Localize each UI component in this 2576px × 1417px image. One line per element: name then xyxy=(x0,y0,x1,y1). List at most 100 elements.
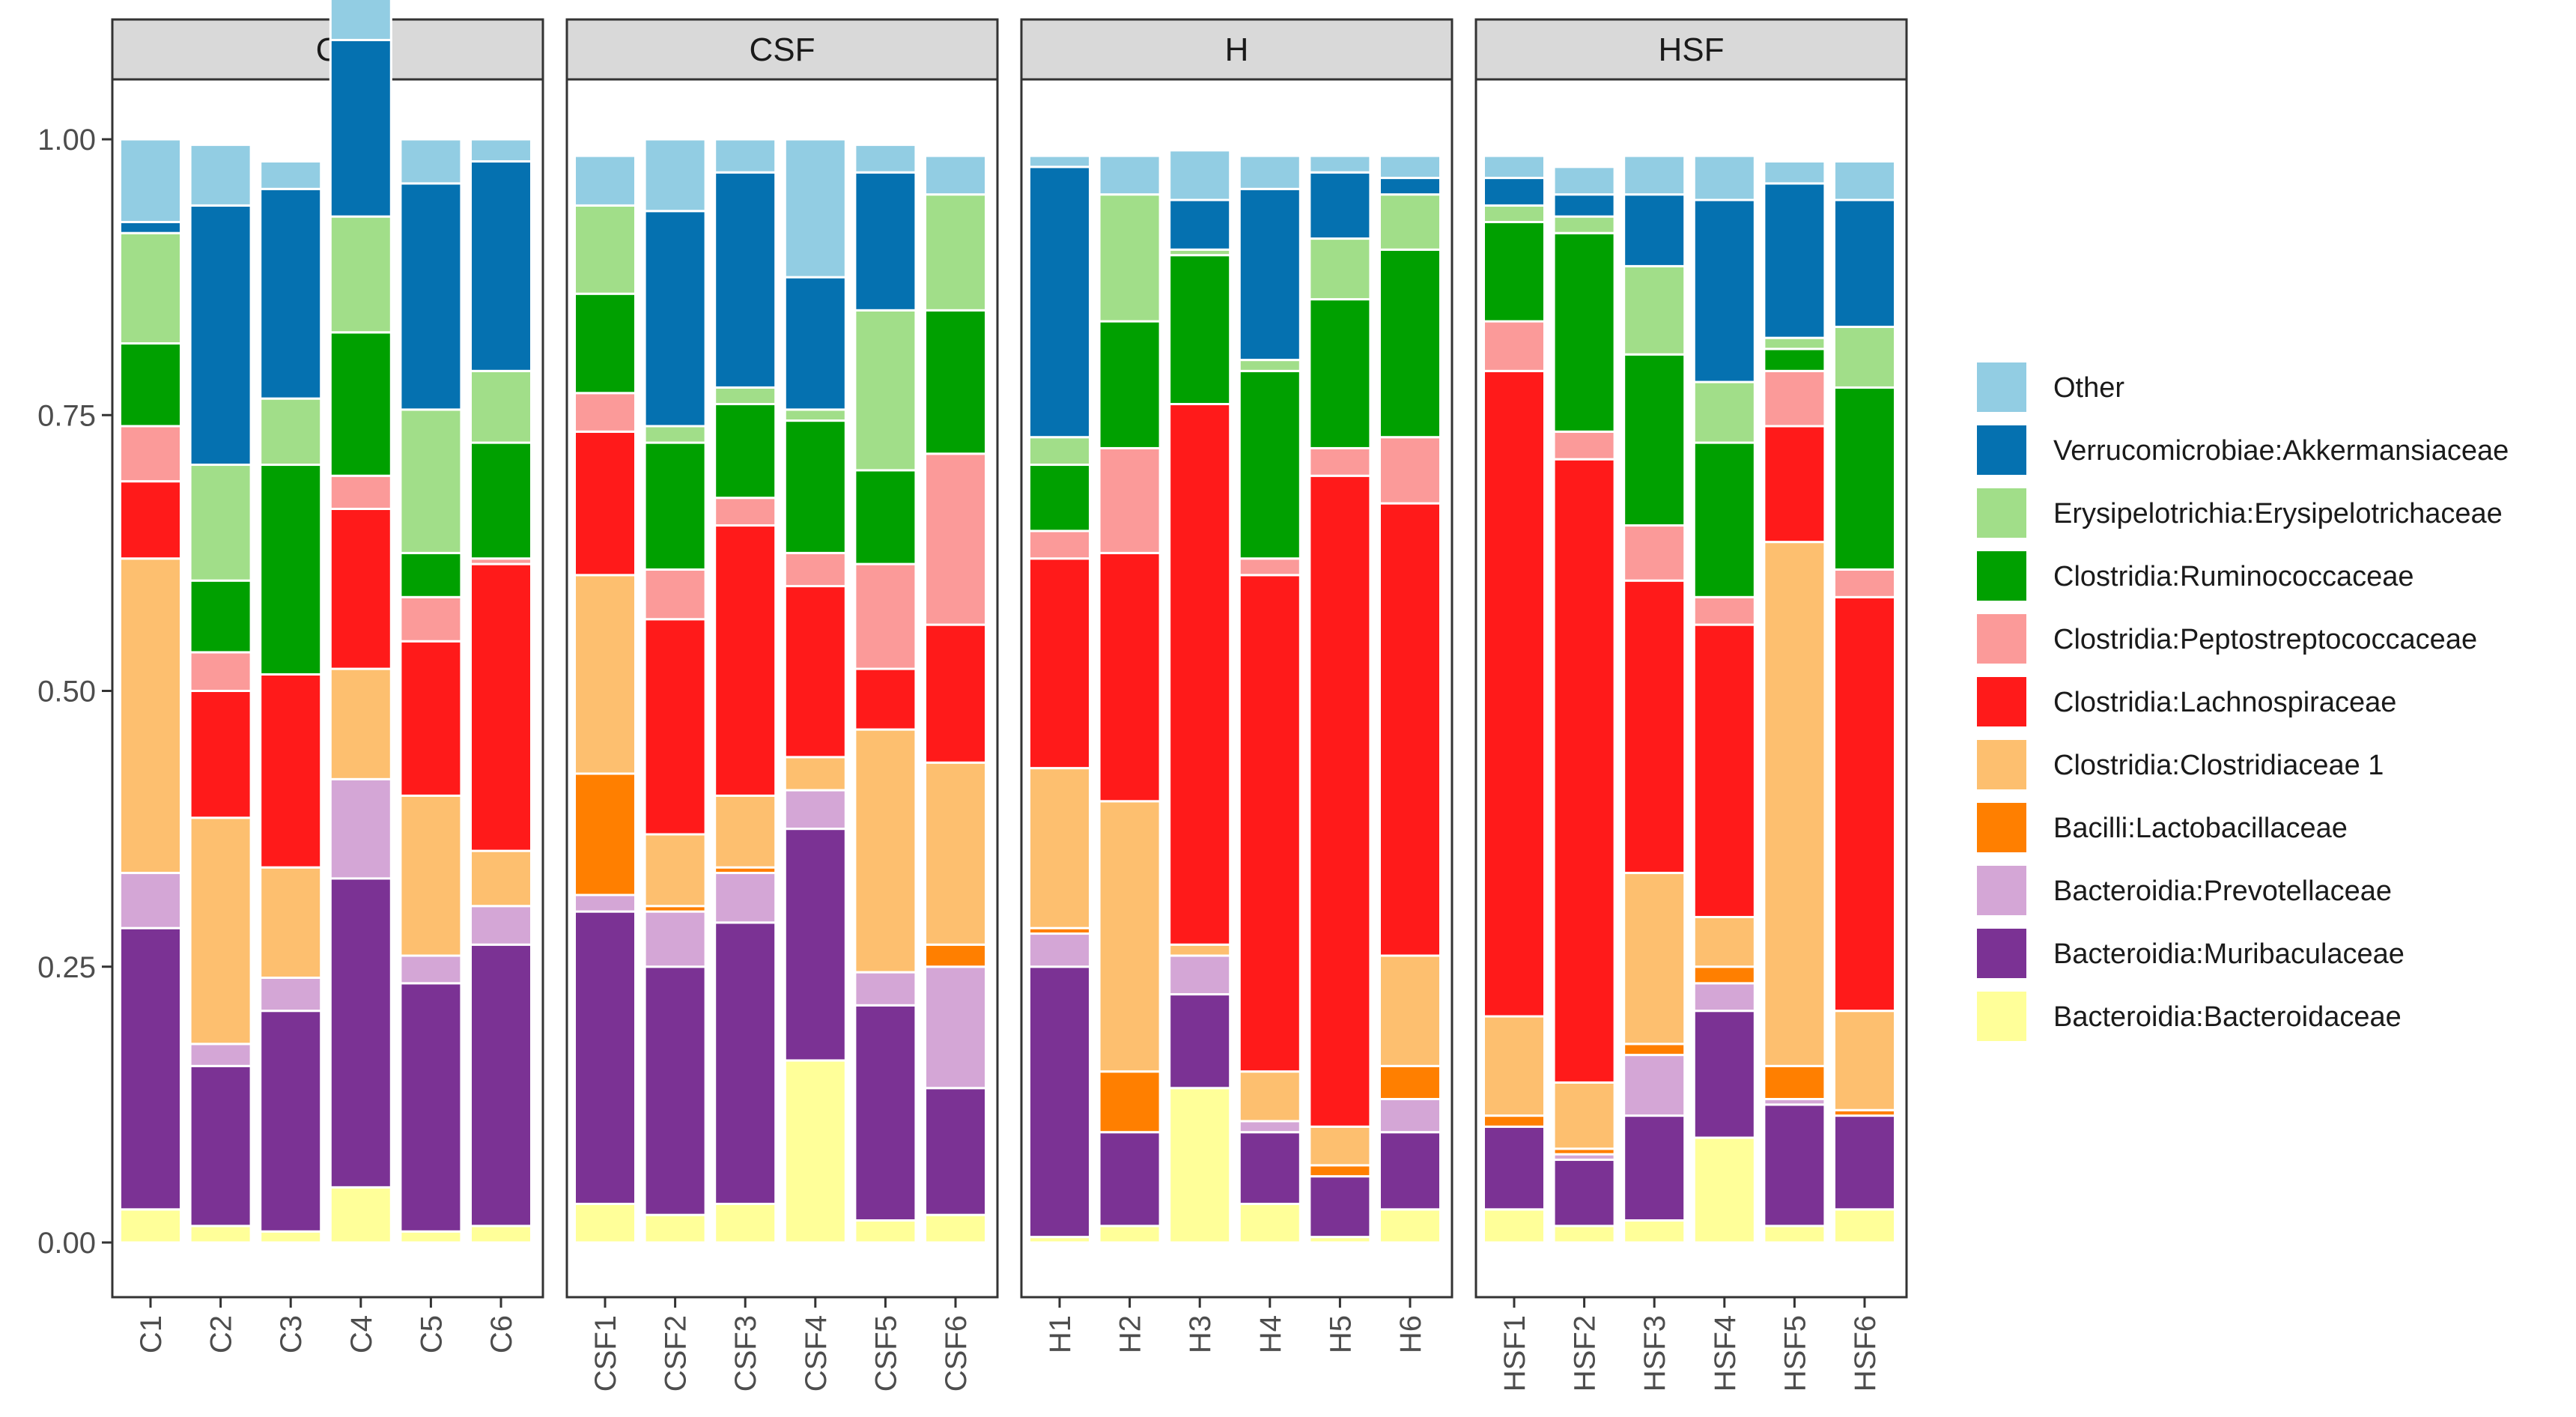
bar-H4 xyxy=(1238,154,1301,1244)
bar-segment-clostridia-clostridiaceae-1 xyxy=(1238,1070,1301,1123)
bar-segment-clostridia-clostridiaceae-1 xyxy=(189,816,252,1046)
bar-CSF5 xyxy=(854,143,917,1244)
x-tick-label: H2 xyxy=(1114,1315,1147,1353)
bar-segment-other xyxy=(1379,154,1442,180)
bar-segment-bacteroidia-muribaculaceae xyxy=(1552,1159,1616,1228)
facet-strip xyxy=(565,18,999,81)
bar-segment-clostridia-ruminococcaceae xyxy=(1168,254,1232,406)
y-tick-label: 0.75 xyxy=(37,399,96,432)
bar-segment-clostridia-peptostreptococcaceae xyxy=(854,562,917,670)
bar-segment-clostridia-ruminococcaceae xyxy=(643,441,707,571)
bar-segment-verrucomicrobiae-akkermansiaceae xyxy=(329,38,392,218)
bar-segment-bacilli-lactobacillaceae xyxy=(574,772,637,896)
bar-segment-bacteroidia-bacteroidaceae xyxy=(783,1059,847,1244)
bar-segment-erysipelotrichia-erysipelotrichaceae xyxy=(1308,237,1372,301)
bar-segment-bacteroidia-muribaculaceae xyxy=(1238,1131,1301,1205)
bar-segment-bacteroidia-muribaculaceae xyxy=(783,828,847,1062)
bar-segment-verrucomicrobiae-akkermansiaceae xyxy=(783,276,847,411)
bar-segment-clostridia-lachnospiraceae xyxy=(714,524,777,797)
bar-segment-erysipelotrichia-erysipelotrichaceae xyxy=(854,309,917,472)
bar-segment-clostridia-ruminococcaceae xyxy=(1623,353,1686,527)
legend-item: Clostridia:Ruminococcaceae xyxy=(1977,551,2414,601)
bar-segment-bacteroidia-bacteroidaceae xyxy=(1763,1225,1826,1244)
bar-segment-bacteroidia-prevotellaceae xyxy=(854,971,917,1007)
bar-segment-bacteroidia-prevotellaceae xyxy=(1238,1120,1301,1134)
bar-segment-other xyxy=(1552,166,1616,196)
bar-segment-clostridia-clostridiaceae-1 xyxy=(1692,915,1756,968)
bar-segment-clostridia-ruminococcaceae xyxy=(924,309,987,455)
legend-key xyxy=(1977,866,2026,915)
x-tick-label: C2 xyxy=(205,1315,238,1353)
legend-item: Bacilli:Lactobacillaceae xyxy=(1977,803,2348,852)
bar-C1 xyxy=(119,138,182,1244)
x-tick-label: C4 xyxy=(345,1315,378,1353)
bar-segment-bacteroidia-muribaculaceae xyxy=(1168,993,1232,1090)
bar-segment-verrucomicrobiae-akkermansiaceae xyxy=(259,187,323,400)
legend-key xyxy=(1977,740,2026,789)
bar-segment-clostridia-ruminococcaceae xyxy=(574,292,637,395)
bar-segment-bacteroidia-prevotellaceae xyxy=(1692,982,1756,1013)
bar-segment-clostridia-lachnospiraceae xyxy=(1238,574,1301,1073)
bar-HSF1 xyxy=(1483,154,1546,1244)
legend-key xyxy=(1977,362,2026,412)
bar-segment-erysipelotrichia-erysipelotrichaceae xyxy=(1028,436,1091,467)
bar-segment-clostridia-clostridiaceae-1 xyxy=(1168,943,1232,957)
facet-h: H H1 H2 H3 H4 H5 H6 xyxy=(1020,18,1453,1353)
bar-HSF6 xyxy=(1833,160,1896,1244)
bar-segment-clostridia-peptostreptococcaceae xyxy=(1483,320,1546,372)
bar-segment-clostridia-ruminococcaceae xyxy=(714,403,777,500)
bar-segment-bacteroidia-muribaculaceae xyxy=(470,943,532,1228)
legend-key xyxy=(1977,992,2026,1041)
bar-segment-erysipelotrichia-erysipelotrichaceae xyxy=(1483,204,1546,223)
x-tick-label: H3 xyxy=(1184,1315,1217,1353)
bar-segment-verrucomicrobiae-akkermansiaceae xyxy=(1483,177,1546,207)
bar-segment-clostridia-clostridiaceae-1 xyxy=(643,833,707,908)
legend-item: Other xyxy=(1977,362,2124,412)
bar-segment-verrucomicrobiae-akkermansiaceae xyxy=(470,160,532,372)
bar-segment-clostridia-clostridiaceae-1 xyxy=(1379,954,1442,1067)
legend-label: Erysipelotrichia:Erysipelotrichaceae xyxy=(2053,498,2503,530)
bar-segment-verrucomicrobiae-akkermansiaceae xyxy=(1168,198,1232,251)
y-tick-label: 0.25 xyxy=(37,951,96,984)
bar-segment-bacteroidia-bacteroidaceae xyxy=(854,1219,917,1244)
bar-segment-bacteroidia-bacteroidaceae xyxy=(1238,1202,1301,1244)
bar-segment-erysipelotrichia-erysipelotrichaceae xyxy=(1763,336,1826,351)
bar-segment-clostridia-ruminococcaceae xyxy=(1483,220,1546,323)
bar-CSF3 xyxy=(714,138,777,1244)
bar-segment-verrucomicrobiae-akkermansiaceae xyxy=(1623,193,1686,267)
bar-segment-bacteroidia-prevotellaceae xyxy=(783,789,847,831)
bar-segment-clostridia-lachnospiraceae xyxy=(924,623,987,764)
bar-segment-bacteroidia-muribaculaceae xyxy=(1623,1114,1686,1222)
x-tick-label: CSF4 xyxy=(800,1315,833,1392)
bar-segment-bacteroidia-bacteroidaceae xyxy=(1098,1225,1161,1244)
bar-segment-clostridia-ruminococcaceae xyxy=(119,342,182,428)
x-tick-label: HSF6 xyxy=(1849,1315,1882,1392)
bar-segment-bacilli-lactobacillaceae xyxy=(1379,1064,1442,1101)
bar-segment-erysipelotrichia-erysipelotrichaceae xyxy=(1692,380,1756,444)
legend-label: Clostridia:Lachnospiraceae xyxy=(2053,687,2396,718)
bar-segment-clostridia-clostridiaceae-1 xyxy=(924,761,987,946)
legend: Other Verrucomicrobiae:Akkermansiaceae Ery… xyxy=(1977,362,2509,1041)
bar-segment-clostridia-peptostreptococcaceae xyxy=(1692,595,1756,626)
legend-label: Bacteroidia:Prevotellaceae xyxy=(2053,876,2392,907)
bar-segment-clostridia-peptostreptococcaceae xyxy=(1308,446,1372,477)
bar-segment-clostridia-ruminococcaceae xyxy=(329,331,392,477)
bar-CSF2 xyxy=(643,138,707,1244)
bar-segment-clostridia-lachnospiraceae xyxy=(399,640,463,797)
bar-segment-other xyxy=(574,154,637,207)
bar-segment-verrucomicrobiae-akkermansiaceae xyxy=(854,171,917,312)
bar-segment-other xyxy=(1308,154,1372,174)
legend-label: Clostridia:Clostridiaceae 1 xyxy=(2053,750,2384,781)
legend-label: Bacilli:Lactobacillaceae xyxy=(2053,813,2348,844)
bar-segment-clostridia-peptostreptococcaceae xyxy=(1379,436,1442,505)
bar-segment-clostridia-lachnospiraceae xyxy=(1763,425,1826,544)
bar-segment-clostridia-peptostreptococcaceae xyxy=(1833,568,1896,598)
bar-segment-clostridia-lachnospiraceae xyxy=(1552,458,1616,1084)
bar-segment-clostridia-clostridiaceae-1 xyxy=(854,728,917,974)
facet-strip xyxy=(1474,18,1908,81)
bar-segment-erysipelotrichia-erysipelotrichaceae xyxy=(643,425,707,444)
bar-segment-erysipelotrichia-erysipelotrichaceae xyxy=(1552,215,1616,234)
bar-CSF6 xyxy=(924,154,987,1244)
facet-hsf: HSF HSF1 HSF2 HSF3 HSF4 HSF5 HSF6 xyxy=(1474,18,1908,1392)
bar-segment-bacteroidia-muribaculaceae xyxy=(1763,1103,1826,1228)
